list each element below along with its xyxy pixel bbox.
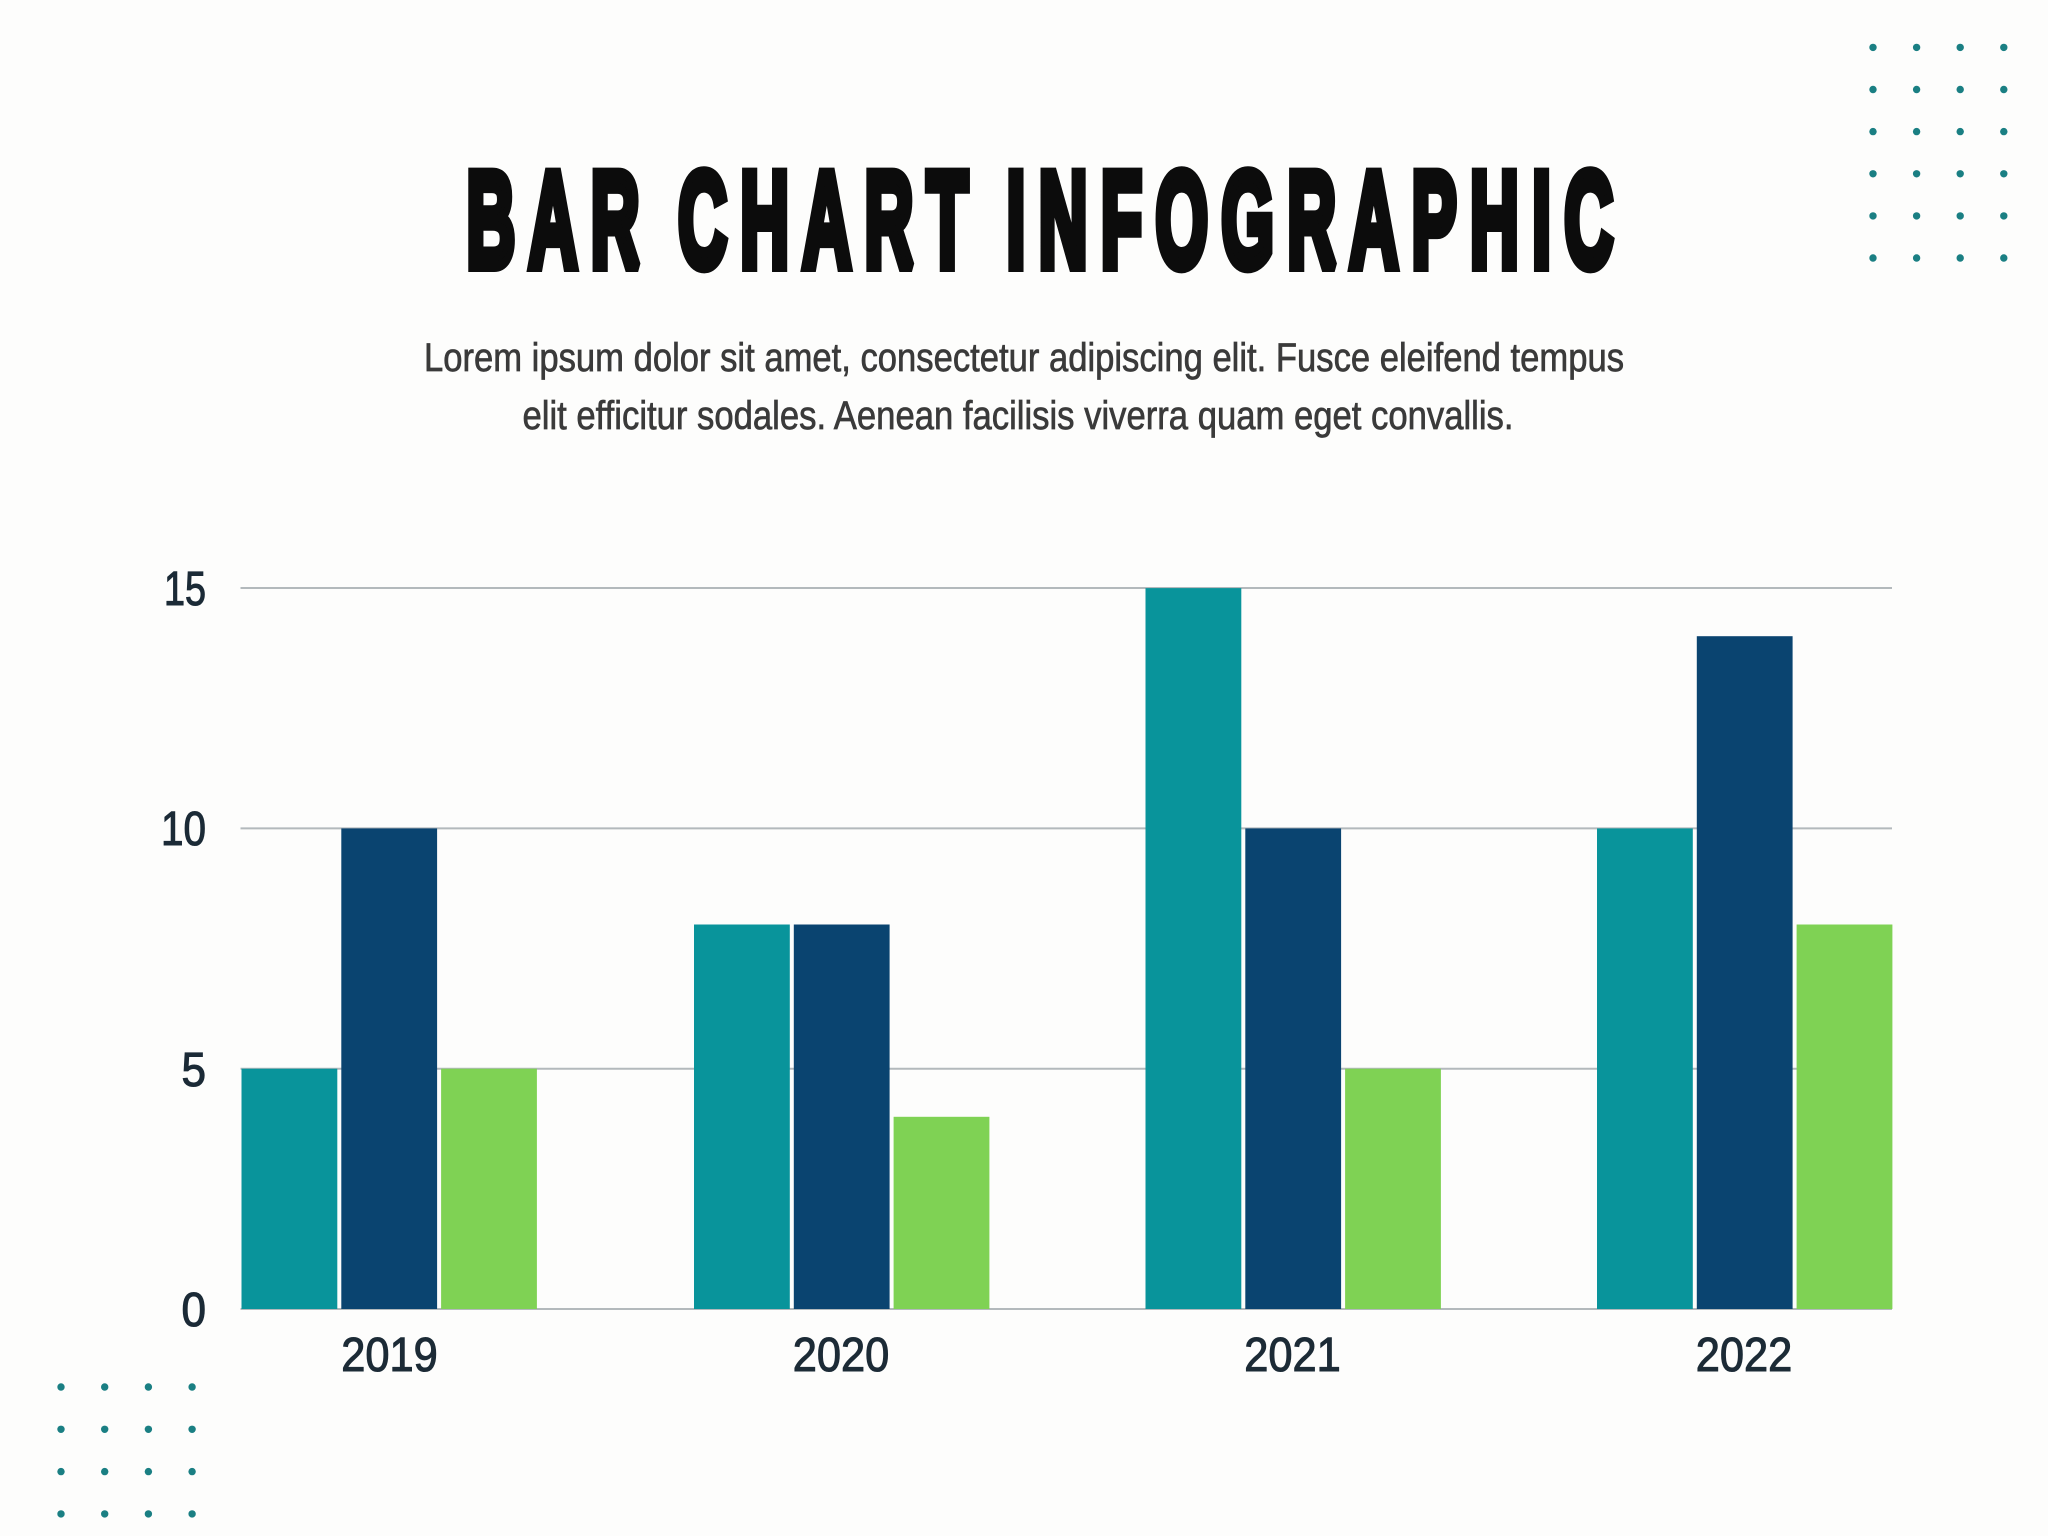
svg-text:10: 10 [161,803,206,856]
svg-text:15: 15 [164,563,206,616]
svg-text:2021: 2021 [1244,1328,1341,1382]
svg-text:2022: 2022 [1696,1328,1793,1382]
svg-text:elit efficitur sodales. Aenean: elit efficitur sodales. Aenean facilisis… [523,394,1514,438]
svg-text:0: 0 [182,1284,207,1337]
svg-text:Lorem ipsum dolor sit amet, co: Lorem ipsum dolor sit amet, consectetur … [424,336,1624,380]
svg-text:BAR CHART INFOGRAPHIC: BAR CHART INFOGRAPHIC [467,144,1627,296]
svg-text:5: 5 [182,1044,207,1097]
svg-text:2019: 2019 [341,1328,438,1382]
svg-text:2020: 2020 [793,1328,890,1382]
